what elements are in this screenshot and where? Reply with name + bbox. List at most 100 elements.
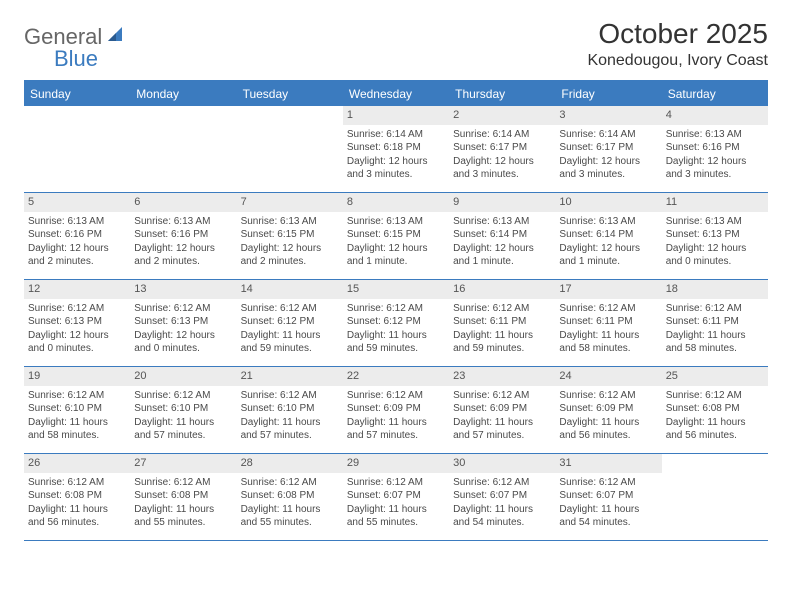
sunset-text: Sunset: 6:15 PM (241, 228, 339, 242)
day-cell (662, 454, 768, 540)
sunrise-text: Sunrise: 6:12 AM (453, 302, 551, 316)
day-cell (237, 106, 343, 192)
logo-line2: Blue (24, 46, 98, 72)
day-number: 30 (449, 454, 555, 473)
day-number: 20 (130, 367, 236, 386)
sunrise-text: Sunrise: 6:12 AM (347, 389, 445, 403)
sunrise-text: Sunrise: 6:12 AM (28, 389, 126, 403)
day-cell (130, 106, 236, 192)
dow-tuesday: Tuesday (237, 82, 343, 106)
sunset-text: Sunset: 6:12 PM (241, 315, 339, 329)
dow-friday: Friday (555, 82, 661, 106)
day-number: 21 (237, 367, 343, 386)
daylight-text: Daylight: 12 hours and 1 minute. (347, 242, 445, 269)
sunrise-text: Sunrise: 6:12 AM (666, 302, 764, 316)
dow-thursday: Thursday (449, 82, 555, 106)
day-number: 31 (555, 454, 661, 473)
day-number: 11 (662, 193, 768, 212)
daylight-text: Daylight: 12 hours and 2 minutes. (134, 242, 232, 269)
day-number: 1 (343, 106, 449, 125)
daylight-text: Daylight: 12 hours and 2 minutes. (241, 242, 339, 269)
sunset-text: Sunset: 6:07 PM (453, 489, 551, 503)
sunrise-text: Sunrise: 6:13 AM (453, 215, 551, 229)
day-cell: 18Sunrise: 6:12 AMSunset: 6:11 PMDayligh… (662, 280, 768, 366)
sunset-text: Sunset: 6:09 PM (559, 402, 657, 416)
sunset-text: Sunset: 6:15 PM (347, 228, 445, 242)
day-number: 17 (555, 280, 661, 299)
day-number: 22 (343, 367, 449, 386)
day-cell: 10Sunrise: 6:13 AMSunset: 6:14 PMDayligh… (555, 193, 661, 279)
day-number: 10 (555, 193, 661, 212)
sunset-text: Sunset: 6:11 PM (559, 315, 657, 329)
sunrise-text: Sunrise: 6:13 AM (241, 215, 339, 229)
calendar: Sunday Monday Tuesday Wednesday Thursday… (24, 80, 768, 541)
day-cell: 16Sunrise: 6:12 AMSunset: 6:11 PMDayligh… (449, 280, 555, 366)
daylight-text: Daylight: 12 hours and 1 minute. (559, 242, 657, 269)
sunset-text: Sunset: 6:08 PM (28, 489, 126, 503)
day-cell: 23Sunrise: 6:12 AMSunset: 6:09 PMDayligh… (449, 367, 555, 453)
daylight-text: Daylight: 12 hours and 3 minutes. (453, 155, 551, 182)
day-cell: 29Sunrise: 6:12 AMSunset: 6:07 PMDayligh… (343, 454, 449, 540)
daylight-text: Daylight: 12 hours and 3 minutes. (666, 155, 764, 182)
day-cell: 19Sunrise: 6:12 AMSunset: 6:10 PMDayligh… (24, 367, 130, 453)
day-cell: 12Sunrise: 6:12 AMSunset: 6:13 PMDayligh… (24, 280, 130, 366)
daylight-text: Daylight: 11 hours and 58 minutes. (28, 416, 126, 443)
day-cell: 2Sunrise: 6:14 AMSunset: 6:17 PMDaylight… (449, 106, 555, 192)
sunrise-text: Sunrise: 6:13 AM (666, 128, 764, 142)
sunrise-text: Sunrise: 6:13 AM (347, 215, 445, 229)
daylight-text: Daylight: 11 hours and 56 minutes. (28, 503, 126, 530)
sunrise-text: Sunrise: 6:12 AM (666, 389, 764, 403)
sunset-text: Sunset: 6:16 PM (28, 228, 126, 242)
sunset-text: Sunset: 6:08 PM (241, 489, 339, 503)
daylight-text: Daylight: 11 hours and 57 minutes. (453, 416, 551, 443)
sunrise-text: Sunrise: 6:12 AM (347, 302, 445, 316)
sunrise-text: Sunrise: 6:12 AM (559, 476, 657, 490)
month-title: October 2025 (587, 18, 768, 50)
daylight-text: Daylight: 12 hours and 0 minutes. (666, 242, 764, 269)
day-cell: 24Sunrise: 6:12 AMSunset: 6:09 PMDayligh… (555, 367, 661, 453)
daylight-text: Daylight: 12 hours and 1 minute. (453, 242, 551, 269)
sunset-text: Sunset: 6:11 PM (666, 315, 764, 329)
day-number: 13 (130, 280, 236, 299)
sunset-text: Sunset: 6:10 PM (241, 402, 339, 416)
sunrise-text: Sunrise: 6:14 AM (453, 128, 551, 142)
day-cell: 4Sunrise: 6:13 AMSunset: 6:16 PMDaylight… (662, 106, 768, 192)
day-cell: 13Sunrise: 6:12 AMSunset: 6:13 PMDayligh… (130, 280, 236, 366)
day-number: 2 (449, 106, 555, 125)
days-of-week-row: Sunday Monday Tuesday Wednesday Thursday… (24, 82, 768, 106)
sunrise-text: Sunrise: 6:13 AM (559, 215, 657, 229)
sunset-text: Sunset: 6:13 PM (666, 228, 764, 242)
daylight-text: Daylight: 11 hours and 58 minutes. (559, 329, 657, 356)
day-cell: 15Sunrise: 6:12 AMSunset: 6:12 PMDayligh… (343, 280, 449, 366)
week-row: 5Sunrise: 6:13 AMSunset: 6:16 PMDaylight… (24, 193, 768, 280)
day-cell: 26 Sunrise: 6:12 AMSunset: 6:08 PMDayligh… (24, 454, 130, 540)
sunrise-text: Sunrise: 6:14 AM (559, 128, 657, 142)
week-row: 26Sunrise: 6:12 AMSunset: 6:08 PMDayligh… (24, 454, 768, 541)
day-number: 26 (24, 454, 130, 473)
title-block: October 2025 Konedougou, Ivory Coast (587, 18, 768, 70)
sunrise-text: Sunrise: 6:12 AM (28, 302, 126, 316)
day-cell: 6Sunrise: 6:13 AMSunset: 6:16 PMDaylight… (130, 193, 236, 279)
sunrise-text: Sunrise: 6:13 AM (666, 215, 764, 229)
day-number: 7 (237, 193, 343, 212)
day-cell: 27Sunrise: 6:12 AMSunset: 6:08 PMDayligh… (130, 454, 236, 540)
sunset-text: Sunset: 6:08 PM (666, 402, 764, 416)
day-cell: 30Sunrise: 6:12 AMSunset: 6:07 PMDayligh… (449, 454, 555, 540)
sunset-text: Sunset: 6:11 PM (453, 315, 551, 329)
day-number: 4 (662, 106, 768, 125)
day-number: 18 (662, 280, 768, 299)
daylight-text: Daylight: 11 hours and 57 minutes. (347, 416, 445, 443)
sunset-text: Sunset: 6:16 PM (134, 228, 232, 242)
daylight-text: Daylight: 11 hours and 59 minutes. (347, 329, 445, 356)
sunset-text: Sunset: 6:14 PM (453, 228, 551, 242)
dow-monday: Monday (130, 82, 236, 106)
day-cell: 8Sunrise: 6:13 AMSunset: 6:15 PMDaylight… (343, 193, 449, 279)
daylight-text: Daylight: 11 hours and 55 minutes. (241, 503, 339, 530)
day-cell: 28Sunrise: 6:12 AMSunset: 6:08 PMDayligh… (237, 454, 343, 540)
daylight-text: Daylight: 11 hours and 57 minutes. (134, 416, 232, 443)
day-number: 24 (555, 367, 661, 386)
day-cell: 20Sunrise: 6:12 AMSunset: 6:10 PMDayligh… (130, 367, 236, 453)
sunset-text: Sunset: 6:08 PM (134, 489, 232, 503)
sunrise-text: Sunrise: 6:12 AM (28, 476, 126, 490)
day-cell (24, 106, 130, 192)
